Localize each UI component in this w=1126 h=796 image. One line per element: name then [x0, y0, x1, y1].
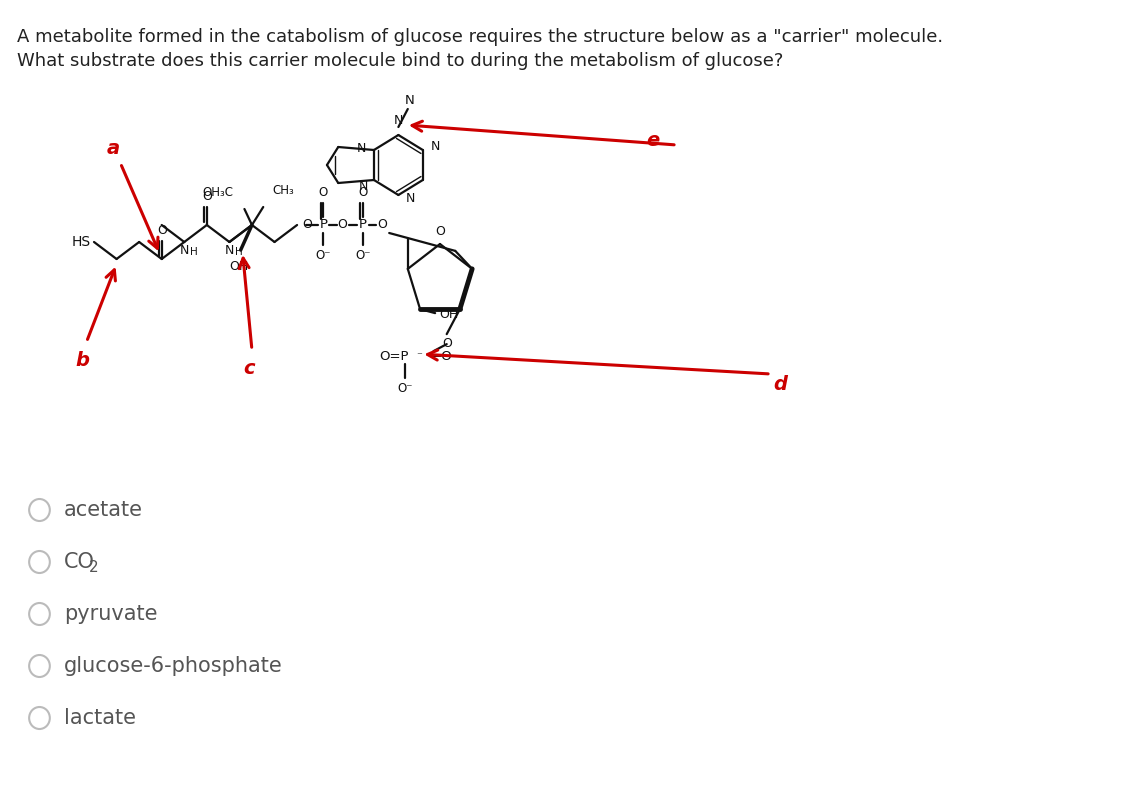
- Text: O: O: [319, 186, 328, 199]
- Text: —O: —O: [428, 349, 452, 363]
- Text: OH: OH: [230, 260, 249, 273]
- Text: e: e: [646, 131, 660, 150]
- Text: OH₃C: OH₃C: [203, 186, 233, 199]
- Text: O: O: [441, 338, 452, 350]
- Text: N: N: [357, 142, 366, 154]
- Text: N: N: [179, 244, 189, 257]
- Text: O⁻: O⁻: [397, 382, 413, 395]
- Text: O=P: O=P: [379, 349, 409, 363]
- Text: O: O: [338, 218, 347, 232]
- Text: CO: CO: [64, 552, 95, 572]
- Text: H: H: [235, 247, 243, 257]
- Text: O⁻: O⁻: [315, 249, 331, 262]
- Text: H: H: [190, 247, 198, 257]
- Text: acetate: acetate: [64, 500, 143, 520]
- Text: O: O: [303, 218, 313, 232]
- Text: 2: 2: [89, 560, 99, 575]
- Text: N: N: [405, 193, 415, 205]
- Text: lactate: lactate: [64, 708, 136, 728]
- Text: What substrate does this carrier molecule bind to during the metabolism of gluco: What substrate does this carrier molecul…: [17, 52, 784, 70]
- Text: d: d: [774, 376, 787, 395]
- Text: a: a: [106, 139, 119, 158]
- Text: O: O: [202, 190, 212, 203]
- Text: A metabolite formed in the catabolism of glucose requires the structure below as: A metabolite formed in the catabolism of…: [17, 28, 944, 46]
- Text: N: N: [430, 139, 440, 153]
- Text: N: N: [404, 94, 414, 107]
- Text: O: O: [157, 224, 167, 237]
- Text: P: P: [359, 218, 367, 232]
- Text: ⁻: ⁻: [417, 351, 422, 361]
- Text: pyruvate: pyruvate: [64, 604, 158, 624]
- Text: N: N: [394, 114, 403, 127]
- Text: glucose-6-phosphate: glucose-6-phosphate: [64, 656, 283, 676]
- Text: O: O: [435, 225, 445, 238]
- Text: HS: HS: [71, 235, 90, 249]
- Text: CH₃: CH₃: [272, 184, 294, 197]
- Text: N: N: [359, 180, 368, 193]
- Text: O: O: [358, 186, 367, 199]
- Text: OH: OH: [439, 307, 458, 321]
- Text: O⁻: O⁻: [355, 249, 370, 262]
- Text: O: O: [377, 218, 386, 232]
- Text: P: P: [320, 218, 328, 232]
- Text: N: N: [225, 244, 234, 257]
- Text: b: b: [75, 350, 90, 369]
- Text: c: c: [243, 358, 254, 377]
